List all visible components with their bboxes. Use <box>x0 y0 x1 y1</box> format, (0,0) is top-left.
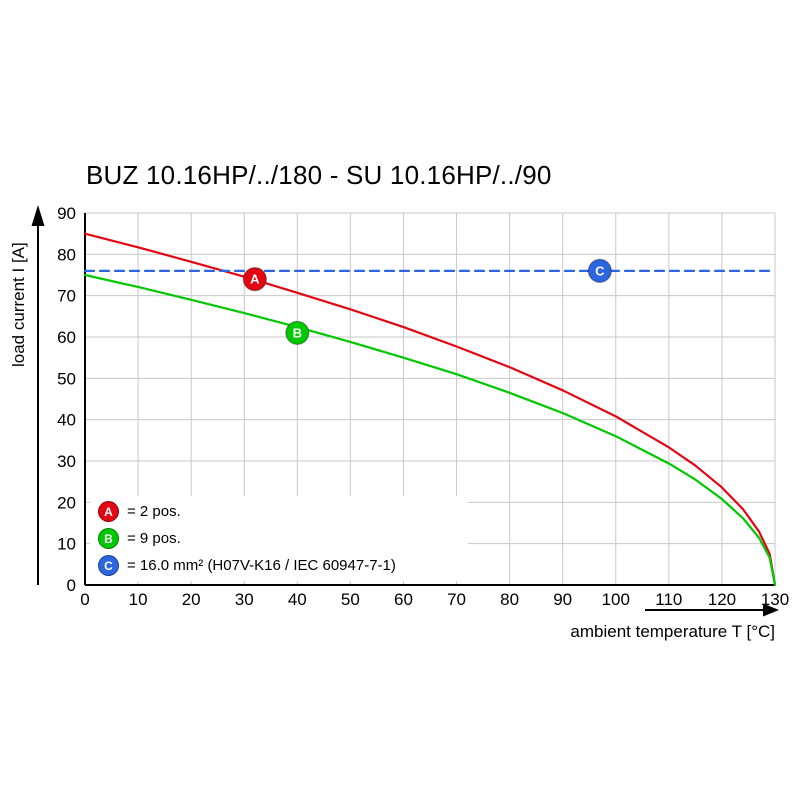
y-tick-label: 0 <box>67 576 76 595</box>
y-tick-label: 80 <box>57 245 76 264</box>
series-b-curve <box>83 273 777 587</box>
x-tick-label: 50 <box>341 590 360 609</box>
chart-title: BUZ 10.16HP/../180 - SU 10.16HP/../90 <box>86 160 552 190</box>
marker-a <box>242 267 267 292</box>
marker-c <box>587 258 612 283</box>
legend-label-b: = 9 pos. <box>127 530 181 547</box>
series-a-badge-icon: A <box>98 501 119 522</box>
y-tick-label: 90 <box>57 204 76 223</box>
y-tick-label: 60 <box>57 328 76 347</box>
chart-legend: A = 2 pos. B = 9 pos. C = 16.0 mm² (H07V… <box>90 496 468 581</box>
x-tick-label: 90 <box>553 590 572 609</box>
marker-b <box>285 320 310 345</box>
y-tick-label: 40 <box>57 411 76 430</box>
marker-c-label: C <box>595 263 605 278</box>
legend-label-c: = 16.0 mm² (H07V-K16 / IEC 60947-7-1) <box>127 557 396 574</box>
y-axis-title: load current I [A] <box>9 242 28 367</box>
y-tick-label: 50 <box>57 369 76 388</box>
x-tick-label: 100 <box>602 590 630 609</box>
y-tick-label: 20 <box>57 493 76 512</box>
y-tick-label: 10 <box>57 535 76 554</box>
x-tick-label: 0 <box>80 590 89 609</box>
y-tick-label: 70 <box>57 287 76 306</box>
x-tick-label: 60 <box>394 590 413 609</box>
x-tick-label: 10 <box>129 590 148 609</box>
x-tick-label: 110 <box>655 590 682 609</box>
legend-item-a: A = 2 pos. <box>98 501 460 522</box>
plot-area: 0 10 20 30 40 50 60 70 80 90 100 110 120 130 0 10 20 30 40… <box>57 204 789 609</box>
y-axis-arrow-icon <box>31 205 45 585</box>
x-tick-label: 30 <box>235 590 254 609</box>
x-tick-label: 20 <box>182 590 201 609</box>
series-b-badge-icon: B <box>98 528 119 549</box>
marker-b-label: B <box>293 325 302 340</box>
x-tick-label: 70 <box>447 590 466 609</box>
legend-label-a: = 2 pos. <box>127 503 181 520</box>
marker-a-label: A <box>250 272 260 287</box>
y-tick-label: 30 <box>57 452 76 471</box>
legend-item-c: C = 16.0 mm² (H07V-K16 / IEC 60947-7-1) <box>98 555 460 576</box>
x-axis-title: ambient temperature T [°C] <box>570 622 775 641</box>
series-c-badge-icon: C <box>98 555 119 576</box>
x-tick-label: 120 <box>708 590 736 609</box>
series-a-curve <box>83 232 777 587</box>
x-tick-label: 130 <box>761 590 789 609</box>
x-tick-label: 80 <box>500 590 519 609</box>
x-axis-arrow-icon <box>645 603 779 617</box>
legend-item-b: B = 9 pos. <box>98 528 460 549</box>
x-tick-label: 40 <box>288 590 307 609</box>
